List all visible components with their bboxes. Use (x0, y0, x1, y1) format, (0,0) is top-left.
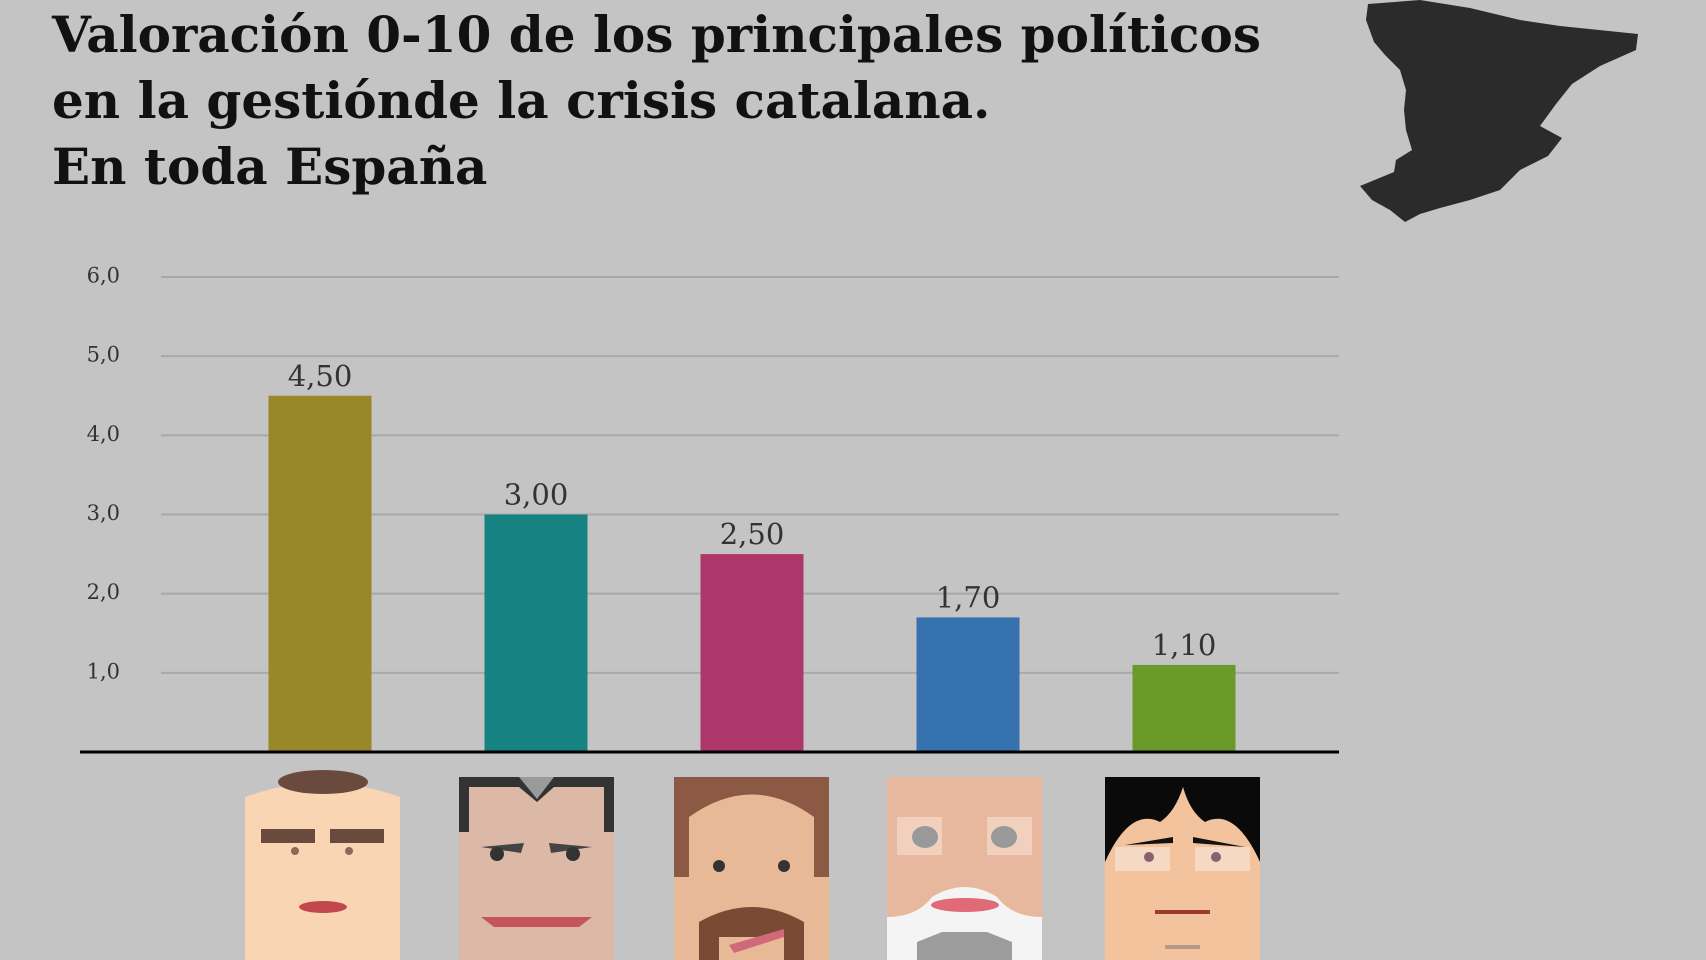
bar (268, 395, 372, 752)
y-tick-label: 4,0 (87, 422, 120, 446)
y-tick-label: 2,0 (87, 580, 120, 604)
portrait (887, 777, 1042, 960)
bar (700, 554, 804, 752)
chart-title: Valoración 0-10 de los principales polít… (51, 5, 1261, 64)
spain-map (1360, 0, 1638, 222)
bar (916, 617, 1020, 752)
chart-title: en la gestiónde la crisis catalana. (52, 71, 990, 130)
value-label: 2,50 (720, 517, 785, 551)
value-label: 3,00 (504, 478, 569, 512)
y-tick-label: 5,0 (87, 343, 120, 367)
bar (484, 514, 588, 752)
bar (1132, 664, 1236, 752)
portrait (245, 770, 400, 960)
value-label: 1,70 (936, 580, 1001, 614)
value-label: 1,10 (1152, 628, 1217, 662)
chart-title: En toda España (52, 137, 487, 196)
y-tick-label: 3,0 (87, 501, 120, 525)
portrait (1105, 777, 1260, 960)
value-label: 4,50 (288, 359, 353, 393)
portrait (674, 777, 829, 960)
portraits (245, 770, 1260, 960)
portrait (459, 777, 614, 960)
y-tick-label: 1,0 (87, 659, 120, 683)
y-tick-label: 6,0 (87, 264, 120, 288)
